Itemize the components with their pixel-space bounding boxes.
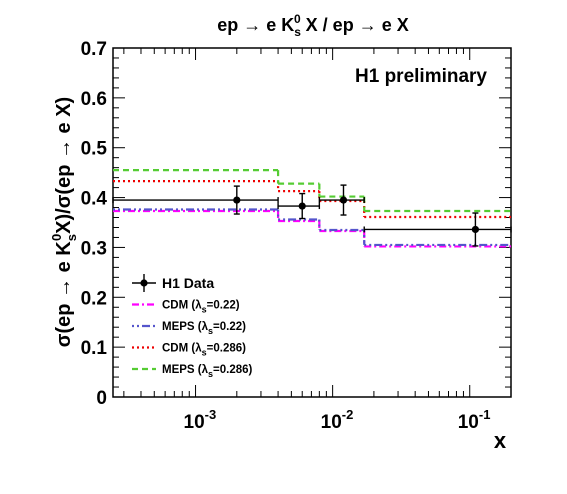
x-tick-label: 10-2 (321, 407, 354, 433)
plot-frame (112, 47, 512, 398)
y-tick-label: 0.1 (81, 338, 108, 359)
legend-marker-point (140, 279, 148, 287)
y-tick-label: 0.5 (81, 139, 108, 160)
x-tick-label: 10-3 (184, 407, 217, 433)
data-point (298, 202, 306, 210)
data-point (471, 225, 480, 234)
legend-label: H1 Data (162, 275, 214, 291)
data-point (339, 196, 348, 204)
legend-label: CDM (λs=0.22) (162, 300, 240, 315)
y-axis-label: σ(ep → e Ks0X)/σ(ep → e X) (49, 97, 79, 347)
x-tick-label: 10-1 (458, 407, 491, 433)
x-tick-labels: 10-3 10-2 10-1 (184, 407, 491, 433)
series-group (113, 169, 511, 248)
y-tick-labels: 0 0.1 0.2 0.3 0.4 0.5 0.6 0.7 (81, 39, 108, 409)
y-tick-label: 0.2 (81, 288, 107, 309)
y-tick-label: 0 (96, 388, 107, 409)
x-axis-label: x (494, 428, 507, 453)
tick-group (113, 47, 512, 398)
legend-label: MEPS (λs=0.22) (162, 321, 246, 336)
data-points-group (112, 184, 512, 247)
preliminary-annotation: H1 preliminary (355, 66, 487, 87)
legend-label: MEPS (λs=0.286) (162, 364, 253, 379)
y-tick-label: 0.4 (81, 189, 108, 210)
y-tick-label: 0.3 (81, 238, 107, 259)
data-point (233, 196, 241, 204)
legend: H1 Data CDM (λs=0.22) MEPS (λs=0.22) CDM (λ… (132, 274, 253, 379)
y-tick-label: 0.7 (81, 39, 107, 60)
legend-label: CDM (λs=0.286) (162, 343, 246, 358)
chart-title: ep → e Ks0 X / ep → e X (217, 12, 408, 39)
y-tick-label: 0.6 (81, 89, 107, 110)
